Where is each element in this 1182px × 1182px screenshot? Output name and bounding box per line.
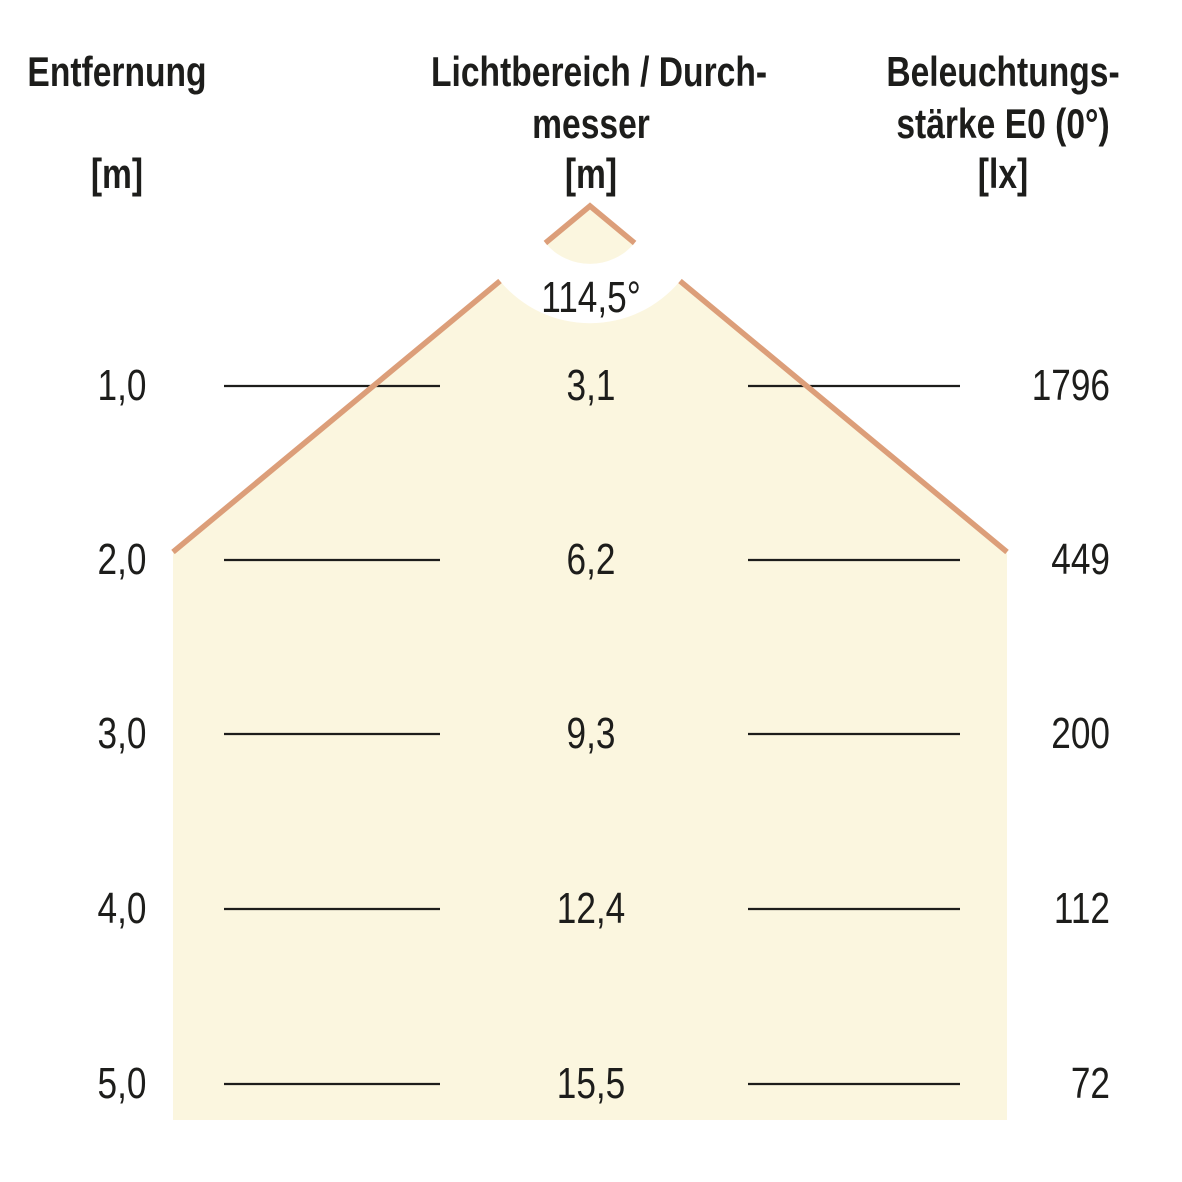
distance-value-row4: 4,0 (97, 884, 147, 933)
header-illuminance-title-line1: Beleuchtungs- (886, 48, 1120, 95)
diameter-value-row1: 3,1 (566, 361, 616, 410)
header-diameter-unit: [m] (564, 150, 618, 197)
header-diameter-title-line2: messer (532, 100, 650, 147)
cone-apex-sector (545, 206, 635, 264)
cone-edge-right-line (678, 278, 1009, 555)
cone-edge-left-line (171, 278, 502, 555)
diameter-value-row3: 9,3 (566, 709, 616, 758)
illuminance-value-row4: 112 (1053, 884, 1110, 933)
header-distance-title: Entfernung (27, 48, 207, 95)
diameter-value-row4: 12,4 (556, 884, 626, 933)
cone-edge-lines (171, 202, 1009, 555)
cone-apex-edges (543, 202, 637, 246)
illuminance-value-row5: 72 (1070, 1059, 1110, 1108)
header-illuminance-title-line2: stärke E0 (0°) (896, 100, 1110, 147)
illuminance-value-row2: 449 (1051, 535, 1110, 584)
diameter-value-row5: 15,5 (556, 1059, 626, 1108)
distance-value-row5: 5,0 (97, 1059, 147, 1108)
header-diameter-title-line1: Lichtbereich / Durch- (431, 48, 768, 95)
cone-body (173, 281, 1007, 1120)
cone-fill-group (173, 206, 1007, 1120)
distance-value-row2: 2,0 (97, 535, 147, 584)
illuminance-value-row3: 200 (1051, 709, 1110, 758)
illuminance-value-row1: 1796 (1031, 361, 1110, 410)
header-distance-unit: [m] (90, 150, 144, 197)
header-illuminance-unit: [lx] (977, 150, 1029, 197)
beam-angle-label: 114,5° (541, 273, 641, 322)
row-tick-lines (224, 384, 960, 1086)
distance-value-row1: 1,0 (97, 361, 147, 410)
distance-value-row3: 3,0 (97, 709, 147, 758)
diameter-value-row2: 6,2 (566, 535, 616, 584)
